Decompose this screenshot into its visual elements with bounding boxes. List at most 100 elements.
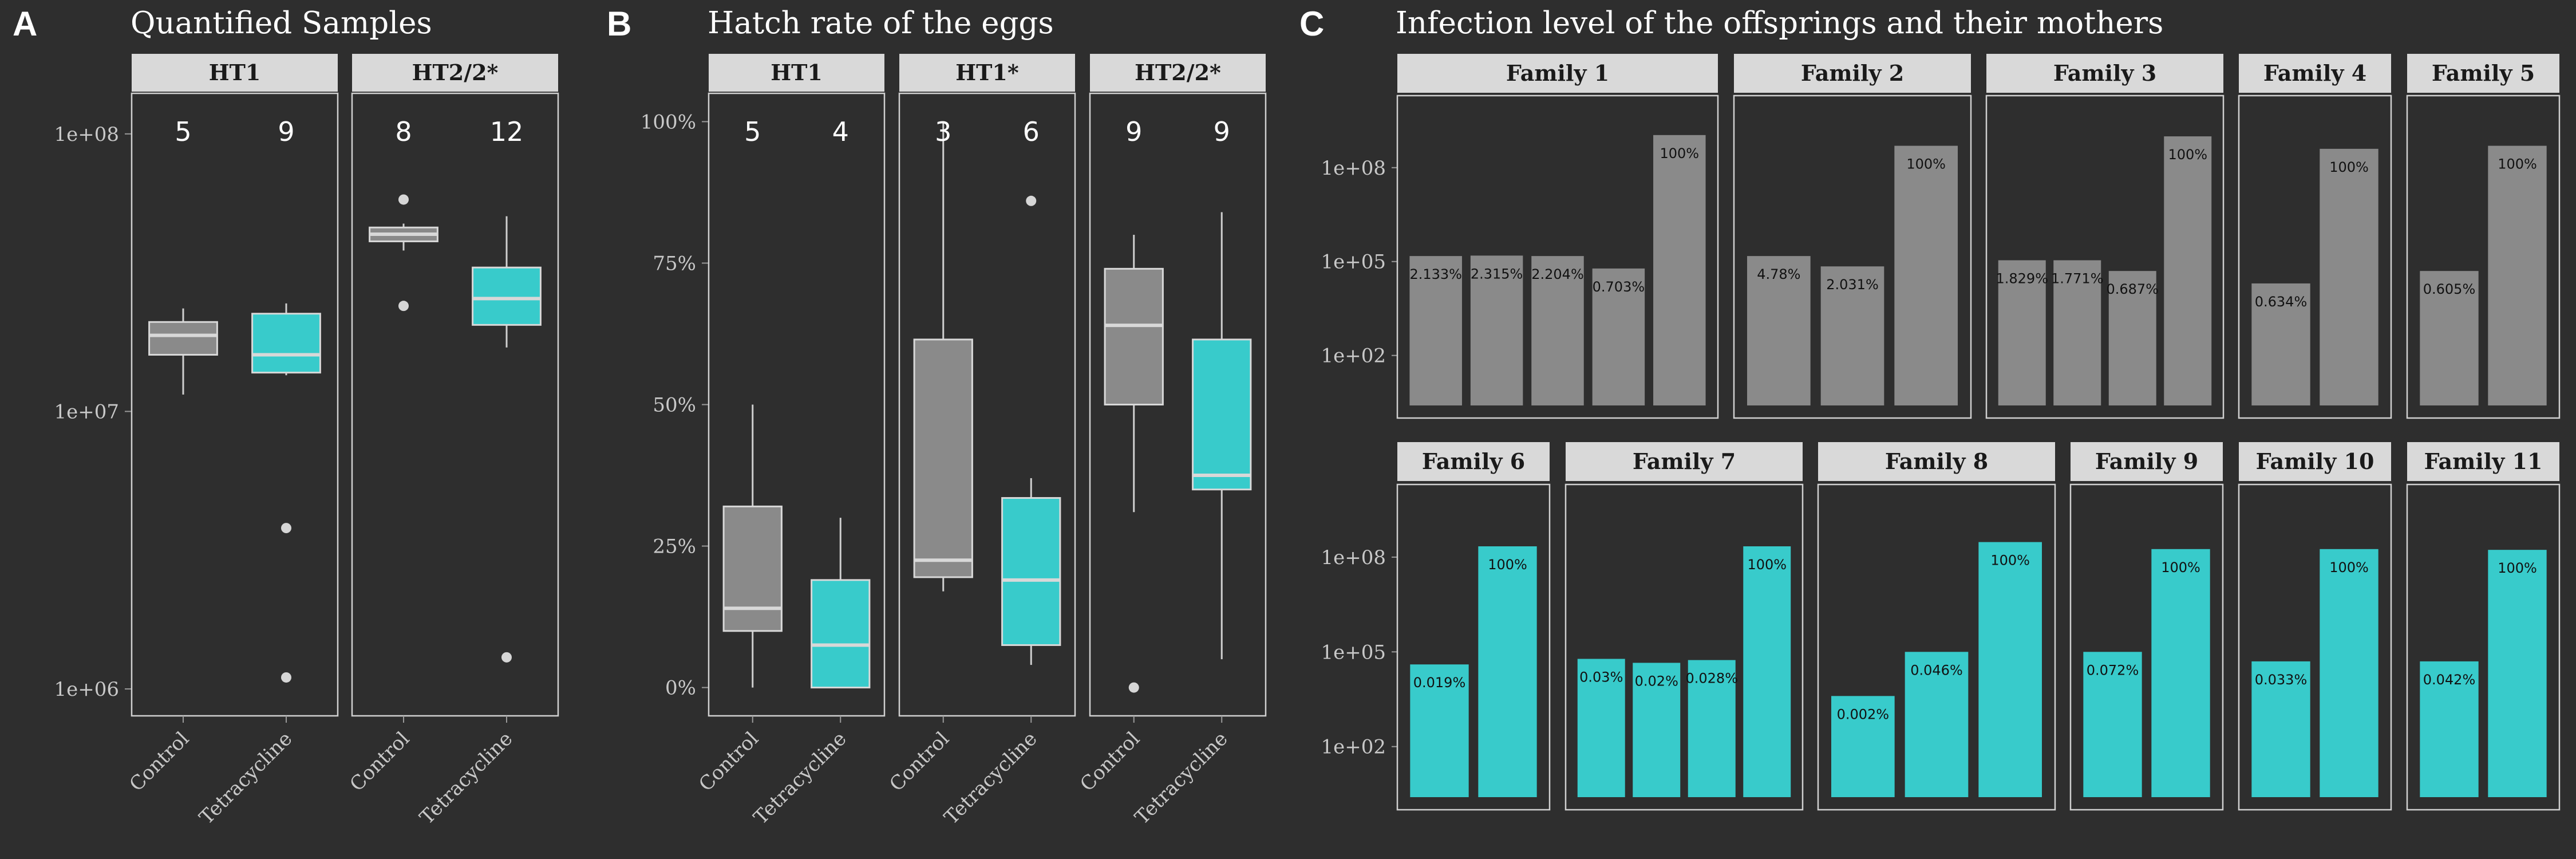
sample-count-label: 3	[935, 116, 951, 147]
box-tetracycline	[811, 518, 871, 689]
bar	[1688, 660, 1736, 797]
bar-value-label: 0.033%	[2255, 672, 2308, 688]
facet-label: Family 1	[1506, 60, 1609, 86]
y-tick-label: 1e+02	[1321, 736, 1386, 759]
y-tick-label: 1e+08	[1321, 546, 1386, 569]
bar-value-label: 100%	[2329, 559, 2369, 576]
y-tick-label: 50%	[653, 394, 696, 417]
facet-label: HT1	[209, 60, 261, 85]
facet-strip	[1397, 442, 1550, 481]
facet-frame	[2406, 483, 2561, 811]
bar	[1978, 542, 2042, 797]
facet-strip	[2071, 442, 2223, 481]
bar-value-label: 100%	[1660, 145, 1699, 161]
bar-value-label: 100%	[1990, 553, 2030, 569]
bar-value-label: 100%	[1488, 557, 1527, 573]
box-body	[1104, 267, 1164, 405]
y-tick-label: 100%	[641, 111, 696, 133]
bar-value-label: 0.687%	[2106, 281, 2159, 297]
facet-label: HT1*	[955, 60, 1019, 85]
bar-value-label: 0.02%	[1635, 673, 1678, 689]
box-outlier-point	[281, 523, 291, 534]
bar	[1478, 546, 1537, 797]
bar-value-label: 2.031%	[1826, 277, 1879, 293]
box-outlier-point	[398, 301, 409, 312]
sample-count-label: 9	[1214, 116, 1230, 147]
box-outlier-point	[398, 194, 409, 205]
box-tetracycline	[472, 216, 542, 663]
bar-value-label: 100%	[2329, 159, 2369, 175]
facet-label: HT2/2*	[412, 60, 499, 85]
panel-c-letter: C	[1299, 5, 1324, 43]
bar	[1410, 664, 1469, 797]
bar	[1905, 652, 1969, 797]
bar	[2083, 652, 2142, 797]
bar-value-label: 100%	[1906, 156, 1946, 172]
bar-value-label: 4.78%	[1757, 266, 1800, 282]
box-body	[811, 579, 871, 689]
bar	[1653, 135, 1706, 405]
bar	[2164, 136, 2212, 406]
bar-value-label: 0.028%	[1685, 671, 1738, 687]
bar-value-label: 100%	[2168, 147, 2207, 163]
bar-value-label: 0.019%	[1413, 675, 1466, 691]
bar	[1633, 663, 1681, 797]
bar-value-label: 100%	[1747, 557, 1787, 573]
facet-frame	[2238, 483, 2392, 811]
box-body	[1001, 497, 1061, 646]
bar-value-label: 0.042%	[2423, 672, 2476, 688]
box-body	[251, 313, 321, 374]
facet-strip	[2407, 54, 2559, 93]
box-control	[369, 194, 438, 312]
box-control	[148, 308, 218, 395]
bar-value-label: 1.771%	[2051, 270, 2104, 286]
bar	[2420, 661, 2479, 797]
facet-frame	[1985, 94, 2225, 419]
bar	[2053, 260, 2101, 405]
facet-strip	[1090, 54, 1266, 92]
bar-value-label: 100%	[2498, 560, 2537, 576]
panel-a-letter: A	[13, 5, 37, 43]
bar	[1531, 256, 1584, 405]
sample-count-label: 5	[744, 116, 761, 147]
facet-frame	[898, 92, 1076, 717]
bar	[2320, 148, 2379, 405]
facet-label: Family 6	[1422, 448, 1525, 474]
facet-strip	[1397, 54, 1718, 93]
y-tick-label: 1e+02	[1321, 345, 1386, 368]
bar	[1998, 260, 2046, 405]
y-tick-label: 1e+08	[54, 123, 119, 146]
bar-value-label: 2.315%	[1471, 266, 1523, 282]
bar	[1747, 256, 1811, 405]
facet-label: Family 11	[2424, 448, 2543, 474]
facet-frame	[1089, 92, 1267, 717]
bar	[1894, 145, 1958, 405]
bar	[2251, 283, 2310, 405]
facet-frame	[2406, 94, 2561, 419]
facet-frame	[1564, 483, 1804, 811]
facet-strip	[709, 54, 884, 92]
facet-label: Family 9	[2095, 448, 2198, 474]
y-tick-label: 1e+06	[54, 678, 119, 701]
bar	[1470, 255, 1523, 405]
bar	[1577, 659, 1625, 797]
panel-c-chart: 1e+02 1e+05 1e+08 Family 1 2.133% 2.315% 2.204…	[1321, 54, 2561, 811]
facet-label: Family 3	[2053, 60, 2156, 86]
panel-b-letter: B	[607, 5, 631, 43]
sample-count-label: 9	[1125, 116, 1142, 147]
facet-strip	[1566, 442, 1803, 481]
bar-value-label: 1.829%	[1996, 270, 2048, 286]
facet-strip	[899, 54, 1075, 92]
facet-label: Family 2	[1801, 60, 1904, 86]
bar	[2251, 661, 2310, 797]
facet-frame	[2238, 94, 2392, 419]
facet-strip	[1734, 54, 1971, 93]
facet-frame	[1396, 94, 1719, 419]
bar	[2320, 549, 2379, 797]
bar	[1743, 546, 1791, 797]
box-control	[913, 121, 973, 592]
y-tick-label: 1e+08	[1321, 157, 1386, 180]
y-tick-label: 25%	[653, 535, 696, 558]
facet-strip	[2239, 442, 2391, 481]
